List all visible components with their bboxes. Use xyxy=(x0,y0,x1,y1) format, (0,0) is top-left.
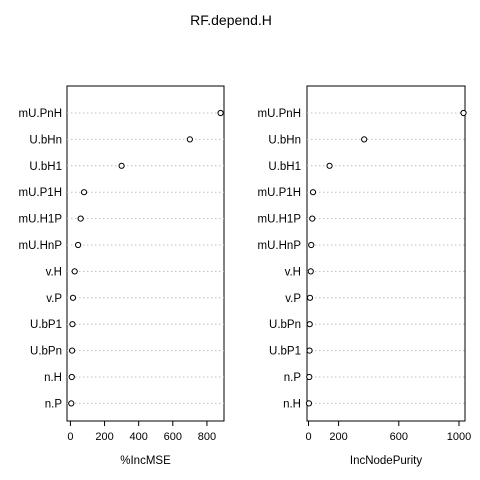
variable-label: v.H xyxy=(285,266,301,278)
data-point xyxy=(68,373,75,381)
variable-label: U.bP1 xyxy=(30,319,62,331)
data-point xyxy=(80,189,88,196)
data-point xyxy=(306,294,314,301)
plot-frame xyxy=(66,85,225,422)
data-point xyxy=(306,347,313,354)
variable-label: mU.PnH xyxy=(19,108,62,120)
variable-label: U.bH1 xyxy=(268,161,301,173)
data-point xyxy=(361,136,368,143)
plot-frame xyxy=(306,85,466,422)
x-axis-label: %IncMSE xyxy=(120,455,171,467)
x-axis-label: IncNodePurity xyxy=(350,455,422,467)
data-point xyxy=(118,162,125,169)
x-tick-label: 1000 xyxy=(447,431,471,443)
data-point xyxy=(69,321,76,328)
x-tick-label: 200 xyxy=(329,431,347,443)
variable-label: v.P xyxy=(46,293,62,305)
data-point xyxy=(326,162,333,169)
data-point xyxy=(186,136,193,143)
variable-label: n.P xyxy=(45,398,63,410)
data-point xyxy=(77,215,84,222)
x-tick-label: 400 xyxy=(129,431,147,443)
data-point xyxy=(68,400,75,407)
variable-label: v.H xyxy=(46,266,62,278)
data-point xyxy=(306,321,313,328)
data-point xyxy=(305,400,313,407)
variable-label: U.bP1 xyxy=(269,346,301,358)
variable-label: U.bHn xyxy=(29,134,62,146)
data-point xyxy=(460,109,467,117)
x-tick-label: 600 xyxy=(390,431,408,443)
variable-label: mU.HnP xyxy=(19,240,63,252)
data-point xyxy=(309,189,317,196)
variable-label: mU.HnP xyxy=(258,240,302,252)
data-point xyxy=(217,109,224,117)
variable-label: U.bPn xyxy=(30,346,62,358)
data-point xyxy=(69,294,77,301)
variable-label: U.bHn xyxy=(268,134,301,146)
chart-title: RF.depend.H xyxy=(190,12,272,28)
data-point xyxy=(306,373,313,381)
panel-incnodepurity: mU.PnH U.bHn U.bH1 mU.P1H mU.H1P mU.HnP v.H v.P… xyxy=(258,85,471,467)
panel-incmse: mU.PnH U.bHn U.bH1 mU.P1H mU.H1P mU.HnP v.H v.P… xyxy=(19,85,225,467)
variable-label: n.H xyxy=(283,398,301,410)
variable-label: mU.P1H xyxy=(258,187,301,199)
variable-label: mU.P1H xyxy=(19,187,62,199)
x-tick-label: 800 xyxy=(198,431,216,443)
variable-label: n.H xyxy=(44,372,62,384)
x-tick-label: 0 xyxy=(67,431,73,443)
variable-label: mU.H1P xyxy=(258,214,302,226)
x-tick-label: 0 xyxy=(305,431,311,443)
data-point xyxy=(71,268,78,275)
data-point xyxy=(308,241,315,249)
data-point xyxy=(69,347,76,354)
data-point xyxy=(309,215,316,222)
data-point xyxy=(307,268,314,275)
variable-label: U.bPn xyxy=(269,319,301,331)
x-tick-label: 600 xyxy=(164,431,182,443)
data-point xyxy=(74,241,82,249)
variable-label: mU.PnH xyxy=(258,108,301,120)
variable-label: v.P xyxy=(285,293,301,305)
variable-label: mU.H1P xyxy=(19,214,63,226)
variable-label: n.P xyxy=(284,372,302,384)
variable-label: U.bH1 xyxy=(29,161,62,173)
x-tick-label: 200 xyxy=(95,431,113,443)
